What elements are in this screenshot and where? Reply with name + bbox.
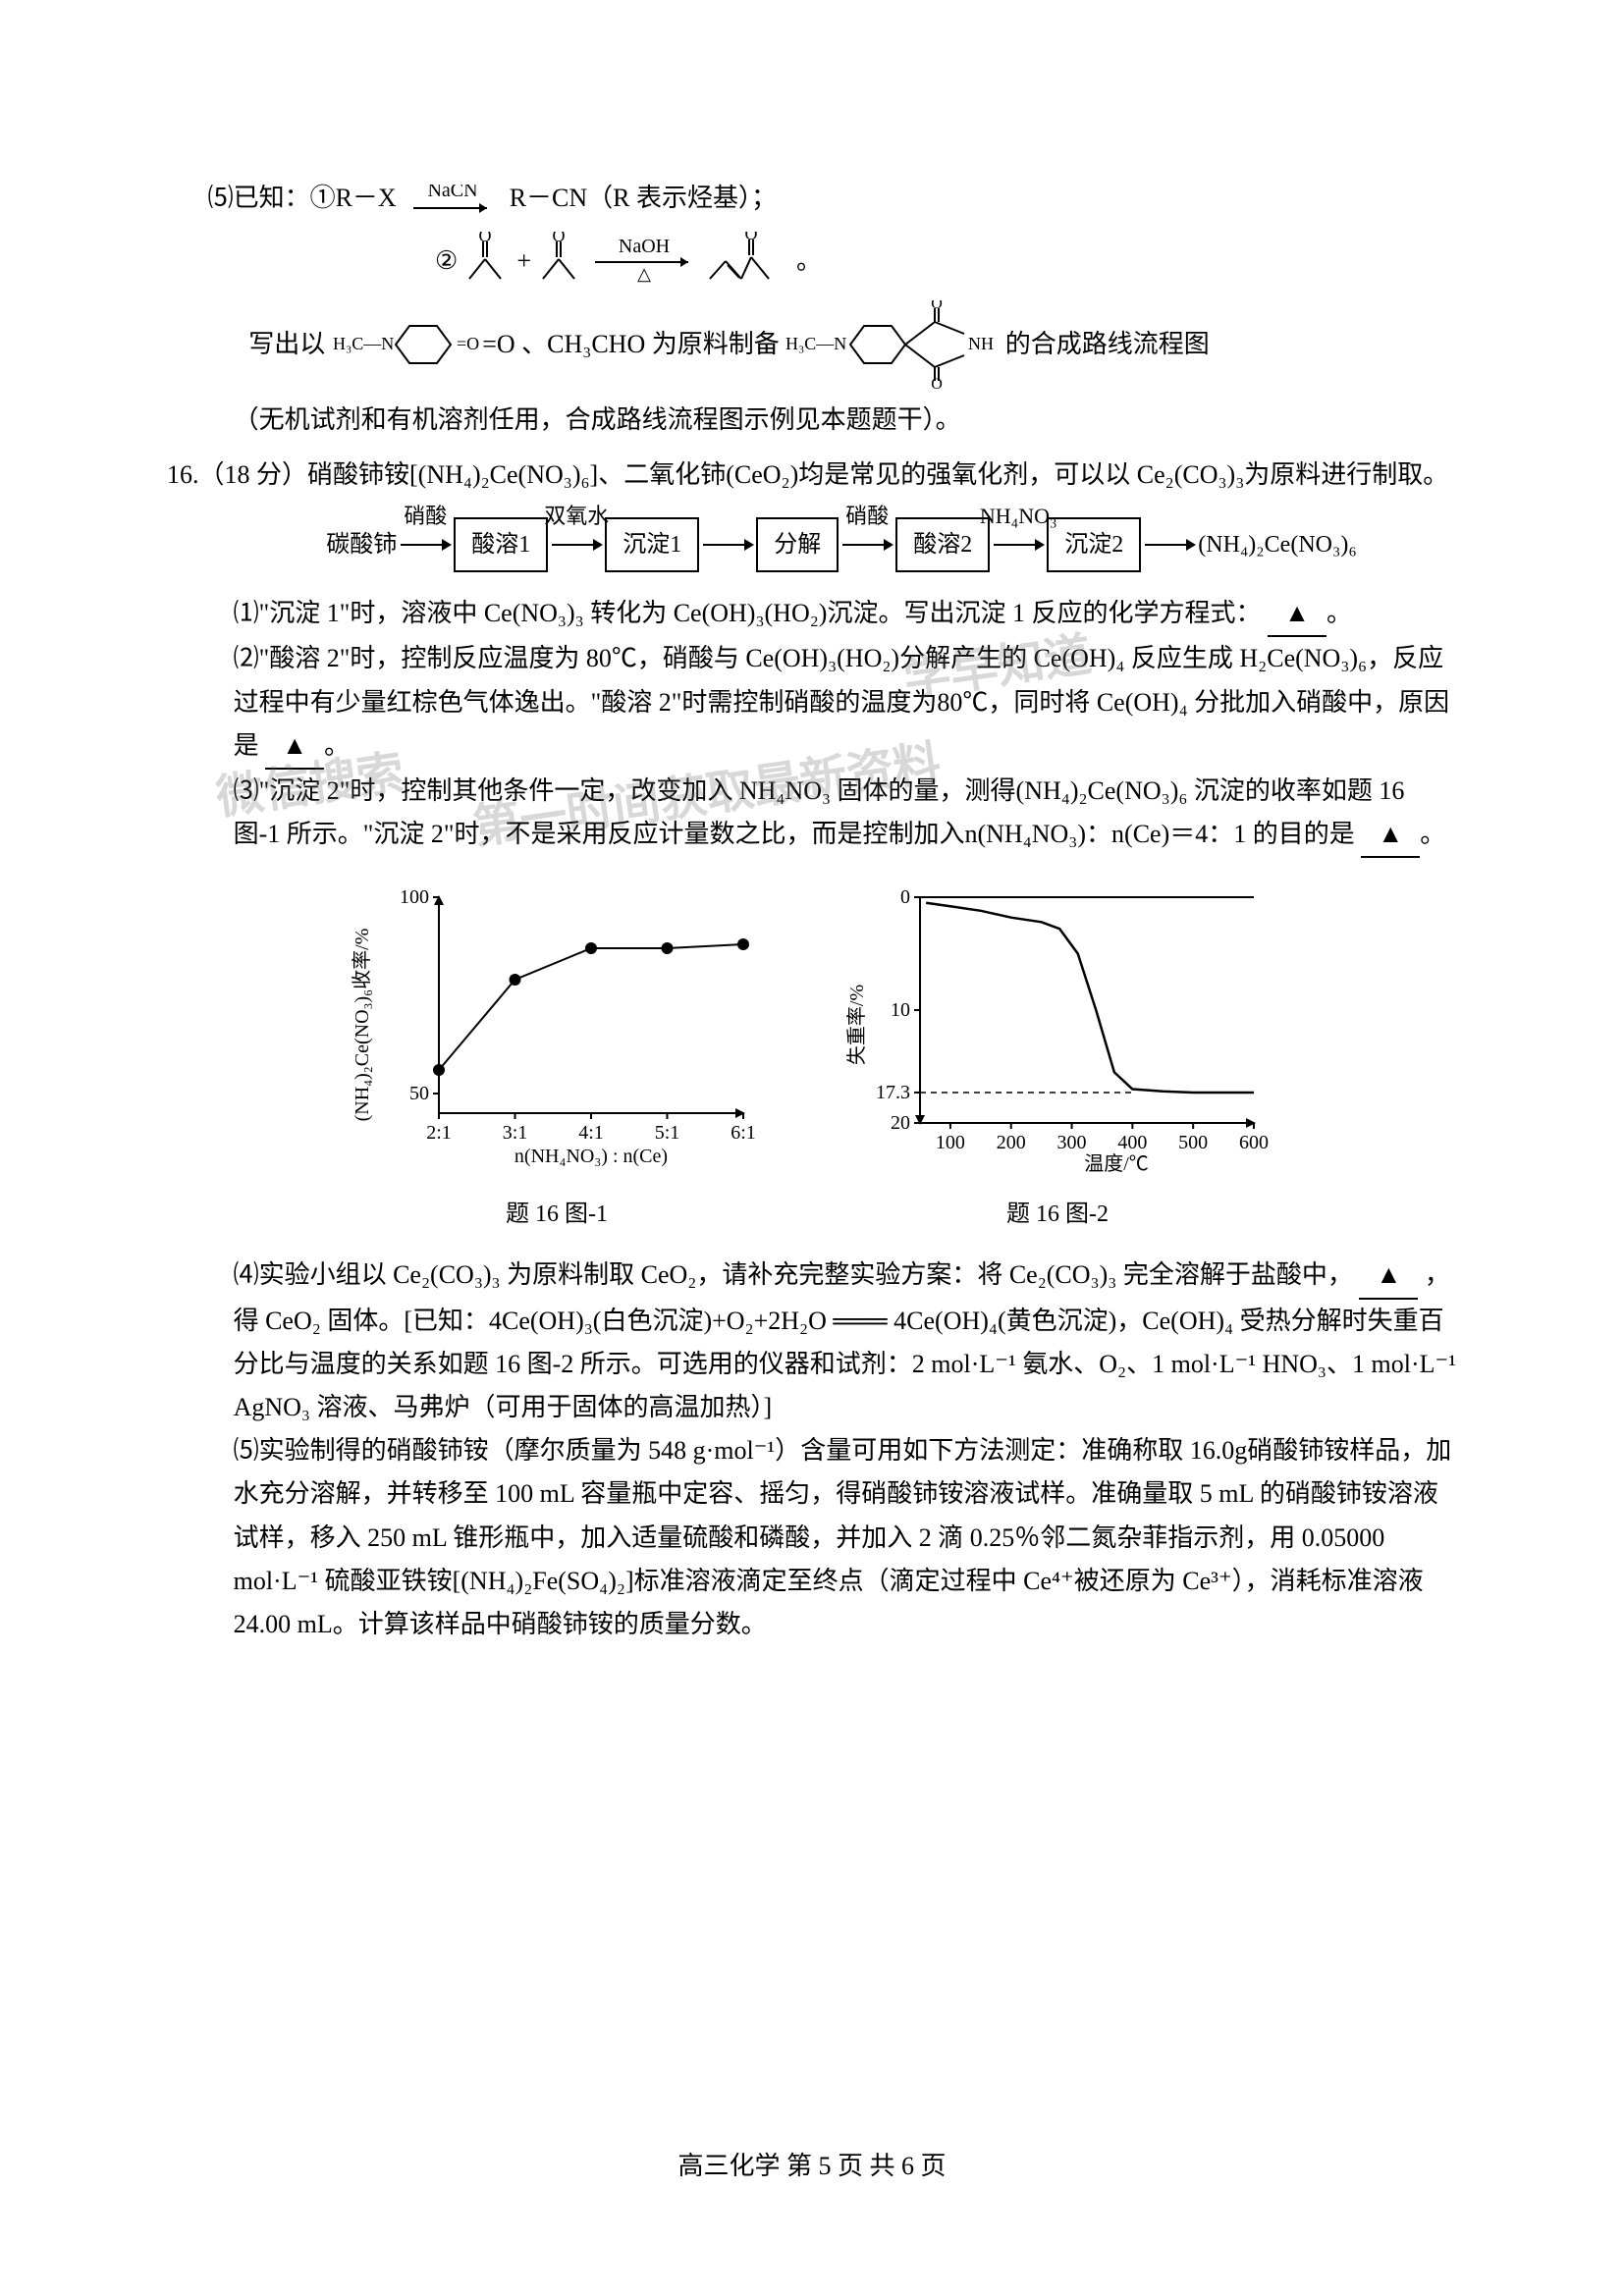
q16-p3: ⑶"沉淀 2"时，控制其他条件一定，改变加入 NH₄NO₃ 固体的量，测得(NH… [167,770,1457,858]
flow-b2: 沉淀1 [605,517,699,573]
q5-mid: =O 、CH₃CHO 为原料制备 [482,323,780,366]
flow-start: 碳酸铈 [326,525,397,565]
svg-text:500: 500 [1178,1132,1208,1153]
spiro-icon: H₃C—N NH O O [780,300,1005,389]
svg-text:H₃C—N: H₃C—N [785,334,846,353]
flow-arrow-1: 硝酸 [401,544,450,546]
nacn-label: NaCN [428,185,478,201]
svg-text:(NH₄)₂Ce(NO₃)₆收率/%: (NH₄)₂Ce(NO₃)₆收率/% [351,929,373,1122]
q16-intro: 16.（18 分）硝酸铈铵[(NH₄)₂Ce(NO₃)₆]、二氧化铈(CeO₂)… [167,454,1457,497]
svg-text:NH: NH [968,334,994,353]
q5-note: （无机试剂和有机溶剂任用，合成路线流程图示例见本题题干）。 [167,399,1457,442]
svg-text:=O: =O [457,334,479,353]
plus-1: + [516,240,531,283]
enone-icon: O [698,232,796,291]
q5-reaction2: ② O + O NaOH △ O [167,232,1457,291]
ketone1-icon: O [458,232,516,291]
blank-1: ▲ [1268,592,1326,637]
flow-b4: 酸溶2 [895,517,990,573]
q5-suffix: 的合成路线流程图 [1005,323,1210,366]
svg-text:O: O [479,232,492,245]
chart1: 50 100 2:1 3:1 4:1 5:1 6:1 (NH₄)₂Ce(NO₃)₆收率/% n(… [351,878,763,1172]
svg-text:20: 20 [891,1112,910,1134]
charts-row: 501002:13:14:15:16:1(NH₄)₂Ce(NO₃)₆收率/%n(… [167,878,1457,1234]
q16-points: （18 分） [199,460,308,489]
q5-prefix: ⑸已知：①R－X [208,184,397,212]
svg-text:n(NH₄NO₃) : n(Ce): n(NH₄NO₃) : n(Ce) [514,1146,668,1167]
arrow-naoh-icon: NaOH △ [590,237,698,286]
svg-text:O: O [931,300,943,312]
svg-text:3:1: 3:1 [503,1122,528,1144]
svg-text:0: 0 [900,886,910,908]
svg-text:200: 200 [997,1132,1026,1153]
svg-text:600: 600 [1239,1132,1269,1153]
q16-p1: ⑴"沉淀 1"时，溶液中 Ce(NO₃)₃ 转化为 Ce(OH)₃(HO₂)沉淀… [167,592,1457,637]
piperidone-icon: H₃C—N =O [325,310,482,379]
svg-text:6:1: 6:1 [731,1122,756,1144]
chart2: 0 10 17.3 20 100 200 300 400 500 600 失重率/% 温度/℃ [841,878,1273,1172]
flowchart: 碳酸铈 硝酸 酸溶1 双氧水 沉淀1 分解 硝酸 酸溶2 NH₄NO₃ 沉淀2 … [226,517,1457,573]
chart2-wrap: 0 10 17.3 20 100 200 300 400 500 600 失重率/% 温度/℃ 题 1… [841,878,1273,1234]
flow-a5-top: NH₄NO₃ [980,498,1057,534]
svg-text:100: 100 [936,1132,965,1153]
svg-text:失重率/%: 失重率/% [845,985,868,1065]
footer: 高三化学 第 5 页 共 6 页 [0,2145,1624,2188]
blank-4: ▲ [1359,1254,1418,1299]
svg-text:17.3: 17.3 [876,1082,910,1103]
blank-2: ▲ [265,724,324,770]
svg-text:温度/℃: 温度/℃ [1084,1152,1149,1172]
svg-text:NaOH: NaOH [619,237,670,257]
svg-text:5:1: 5:1 [655,1122,680,1144]
circled-2: ② [435,240,458,283]
flow-a4-top: 硝酸 [845,498,889,534]
q5-write-prefix: 写出以 [248,323,325,366]
q16-p5: ⑸实验制得的硝酸铈铵（摩尔质量为 548 g·mol⁻¹）含量可用如下方法测定：… [167,1429,1457,1646]
chart2-caption: 题 16 图-2 [841,1195,1273,1235]
svg-text:O: O [744,232,757,243]
chart1-caption: 题 16 图-1 [351,1195,763,1235]
chart1-wrap: 50 100 2:1 3:1 4:1 5:1 6:1 (NH₄)₂Ce(NO₃)₆收率/% n(… [351,878,763,1234]
svg-text:4:1: 4:1 [578,1122,604,1144]
svg-text:△: △ [637,264,651,284]
flow-arrow-3 [703,544,752,546]
svg-text:O: O [931,376,943,389]
q5-after: R－CN（R 表示烃基）； [510,184,777,212]
flow-arrow-4: 硝酸 [842,544,892,546]
q16-p1-text: ⑴"沉淀 1"时，溶液中 Ce(NO₃)₃ 转化为 Ce(OH)₃(HO₂)沉淀… [234,599,1262,627]
svg-text:O: O [552,232,565,245]
q16-p4a: ⑷实验小组以 Ce₂(CO₃)₃ 为原料制取 CeO₂，请补充完整实验方案：将 … [234,1260,1353,1289]
flow-a2-top: 双氧水 [544,498,609,534]
arrow-nacn: NaCN [408,179,497,222]
ketone2-icon: O [531,232,590,291]
page: ⑸已知：①R－X NaCN R－CN（R 表示烃基）； ② O + O [0,0,1624,2296]
flow-arrow-2: 双氧水 [552,544,601,546]
flow-arrow-6 [1145,544,1194,546]
q16-p4: ⑷实验小组以 Ce₂(CO₃)₃ 为原料制取 CeO₂，请补充完整实验方案：将 … [167,1254,1457,1429]
q5-write: 写出以 H₃C—N =O =O 、CH₃CHO 为原料制备 H₃C—N NH O… [167,300,1457,389]
q16-p2-text: ⑵"酸溶 2"时，控制反应温度为 80℃，硝酸与 Ce(OH)₃(HO₂)分解产… [234,644,1450,759]
q16-p2: ⑵"酸溶 2"时，控制反应温度为 80℃，硝酸与 Ce(OH)₃(HO₂)分解产… [167,637,1457,770]
svg-text:2:1: 2:1 [426,1122,452,1144]
svg-text:300: 300 [1057,1132,1087,1153]
svg-text:100: 100 [400,886,429,908]
svg-text:10: 10 [891,999,910,1021]
flow-b1: 酸溶1 [454,517,548,573]
flow-a1-top: 硝酸 [404,498,447,534]
svg-text:50: 50 [409,1083,429,1104]
q5-line1: ⑸已知：①R－X NaCN R－CN（R 表示烃基）； [167,177,1457,222]
svg-text:H₃C—N: H₃C—N [333,334,394,353]
flow-arrow-5: NH₄NO₃ [994,544,1043,546]
period: 。 [796,240,822,283]
q16-intro-text: 硝酸铈铵[(NH₄)₂Ce(NO₃)₆]、二氧化铈(CeO₂)均是常见的强氧化剂… [307,460,1448,489]
q16-p3-text: ⑶"沉淀 2"时，控制其他条件一定，改变加入 NH₄NO₃ 固体的量，测得(NH… [234,776,1405,848]
q16-num: 16. [167,460,199,489]
flow-end: (NH₄)₂Ce(NO₃)₆ [1198,525,1356,565]
svg-text:400: 400 [1117,1132,1147,1153]
flow-b3: 分解 [756,517,839,573]
blank-3: ▲ [1361,813,1420,858]
flow-b5: 沉淀2 [1047,517,1141,573]
